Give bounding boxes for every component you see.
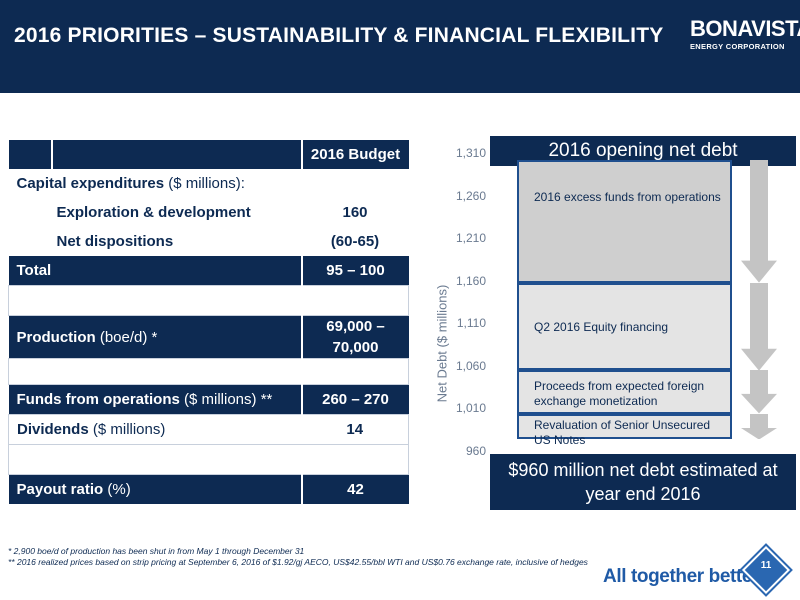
down-arrow-icon bbox=[741, 282, 777, 371]
down-arrow-icon bbox=[741, 370, 777, 414]
total-row: Total 95 – 100 bbox=[8, 256, 409, 286]
waterfall-step-label: Revaluation of Senior Unsecured US Notes bbox=[534, 417, 711, 447]
dividends-value: 14 bbox=[346, 421, 364, 438]
dividends-unit: ($ millions) bbox=[88, 421, 166, 438]
y-tick-label: 1,160 bbox=[455, 273, 486, 288]
waterfall-step-label: 2016 excess funds from operations bbox=[534, 190, 721, 204]
y-tick-label: 1,110 bbox=[456, 316, 486, 331]
logo-wordmark: BONAVISTA bbox=[690, 16, 800, 41]
waterfall-step: Proceeds from expected foreign exchange … bbox=[517, 370, 732, 414]
waterfall-step: Q2 2016 Equity financing bbox=[517, 282, 732, 371]
payout-row: Payout ratio (%) 42 bbox=[8, 474, 409, 504]
exploration-label: Exploration & development bbox=[56, 204, 251, 221]
budget-table: 2016 Budget Capital expenditures ($ mill… bbox=[8, 140, 409, 504]
spacer-row bbox=[8, 285, 409, 316]
y-tick-label: 1,210 bbox=[455, 231, 486, 246]
down-arrow-icon bbox=[741, 160, 777, 283]
y-tick-label: 1,010 bbox=[455, 401, 486, 416]
y-tick-label: 1,260 bbox=[455, 188, 486, 203]
page-number: 11 bbox=[760, 560, 772, 571]
dividends-row: Dividends ($ millions) 14 bbox=[8, 414, 409, 445]
company-logo: BONAVISTA ENERGY CORPORATION bbox=[690, 16, 800, 68]
header-bar: 2016 PRIORITIES – SUSTAINABILITY & FINAN… bbox=[0, 0, 800, 93]
waterfall-step-label: Proceeds from expected foreign exchange … bbox=[534, 379, 705, 408]
total-label: Total bbox=[8, 256, 302, 286]
production-unit: (boe/d) * bbox=[95, 328, 158, 346]
production-value: 69,000 – 70,000 bbox=[300, 315, 409, 359]
logo-subtitle: ENERGY CORPORATION bbox=[690, 42, 785, 51]
year-end-net-debt-box: $960 million net debt estimated at year … bbox=[490, 454, 796, 510]
ffo-value: 260 – 270 bbox=[300, 384, 409, 415]
page-title: 2016 PRIORITIES – SUSTAINABILITY & FINAN… bbox=[14, 24, 664, 47]
payout-value: 42 bbox=[300, 474, 409, 504]
slogan-text: All together better. bbox=[603, 566, 763, 587]
ffo-unit: ($ millions) ** bbox=[179, 391, 273, 408]
y-tick-label: 1,310 bbox=[455, 146, 486, 160]
spacer-row bbox=[8, 444, 409, 475]
production-label: Production bbox=[16, 328, 96, 346]
spacer-row bbox=[8, 358, 409, 385]
dispositions-row: Net dispositions (60-65) bbox=[9, 227, 409, 256]
down-arrow-icon bbox=[741, 413, 777, 440]
waterfall-step: 2016 excess funds from operations bbox=[517, 160, 732, 283]
capex-label: Capital expenditures bbox=[16, 175, 165, 192]
waterfall-step: Revaluation of Senior Unsecured US Notes bbox=[517, 413, 732, 447]
budget-column-header: 2016 Budget bbox=[300, 140, 409, 169]
capex-unit: ($ millions): bbox=[164, 175, 245, 192]
payout-label: Payout ratio bbox=[16, 481, 104, 498]
exploration-row: Exploration & development 160 bbox=[9, 198, 409, 227]
y-axis-title: Net Debt ($ millions) bbox=[434, 284, 450, 403]
table-header-row: 2016 Budget bbox=[8, 140, 409, 169]
payout-unit: (%) bbox=[103, 481, 131, 498]
dividends-label: Dividends bbox=[17, 421, 89, 438]
y-tick-label: 960 bbox=[465, 444, 486, 458]
capex-row: Capital expenditures ($ millions): bbox=[9, 169, 409, 198]
exploration-value: 160 bbox=[342, 204, 368, 221]
y-tick-label: 1,060 bbox=[455, 358, 486, 373]
ffo-label: Funds from operations bbox=[16, 391, 180, 408]
ffo-row: Funds from operations ($ millions) ** 26… bbox=[8, 384, 409, 415]
footnote-production: * 2,900 boe/d of production has been shu… bbox=[8, 546, 305, 556]
production-row: Production (boe/d) * 69,000 – 70,000 bbox=[8, 315, 409, 359]
total-value: 95 – 100 bbox=[300, 256, 409, 286]
dispositions-label: Net dispositions bbox=[56, 233, 174, 250]
net-debt-waterfall-chart: Net Debt ($ millions) 1,310 1,260 1,210 1,1… bbox=[420, 130, 800, 530]
dispositions-value: (60-65) bbox=[330, 233, 380, 250]
waterfall-step-label: Q2 2016 Equity financing bbox=[534, 320, 669, 335]
footnote-pricing: ** 2016 realized prices based on strip p… bbox=[8, 557, 588, 567]
